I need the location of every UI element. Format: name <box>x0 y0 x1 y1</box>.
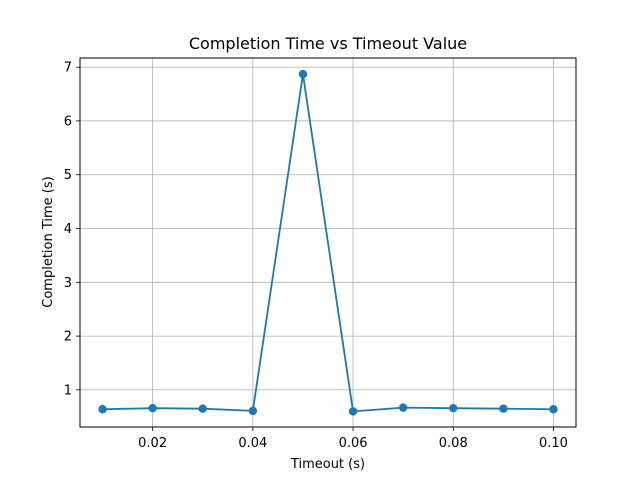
data-point <box>298 69 308 79</box>
chart-title: Completion Time vs Timeout Value <box>189 34 467 53</box>
x-tick-label: 0.06 <box>339 436 368 451</box>
data-point <box>549 405 558 414</box>
y-axis-label: Completion Time (s) <box>41 176 56 307</box>
data-point <box>198 404 207 413</box>
data-point <box>148 403 157 413</box>
series <box>98 69 558 416</box>
y-tick-label: 2 <box>64 330 72 345</box>
y-tick-label: 3 <box>64 276 72 291</box>
x-tick-label: 0.08 <box>439 436 468 451</box>
grid <box>80 58 576 427</box>
data-point <box>98 405 107 414</box>
data-point <box>499 404 508 413</box>
data-point <box>248 406 258 416</box>
series-line <box>102 73 554 413</box>
y-tick-label: 6 <box>64 114 72 129</box>
data-point <box>398 403 408 412</box>
y-tick-label: 1 <box>64 383 72 398</box>
data-point <box>348 407 358 416</box>
ticks: 0.02 0.04 0.06 0.08 0.10 1 2 3 4 5 6 7 <box>64 61 568 451</box>
data-point <box>449 403 458 413</box>
y-tick-label: 5 <box>64 168 72 183</box>
plot-frame <box>79 57 577 428</box>
x-axis-label: Timeout (s) <box>290 457 365 472</box>
x-tick-label: 0.10 <box>539 436 568 451</box>
y-tick-label: 7 <box>64 61 72 76</box>
y-tick-label: 4 <box>64 222 72 237</box>
x-tick-label: 0.02 <box>138 436 167 451</box>
x-tick-label: 0.04 <box>238 436 267 451</box>
